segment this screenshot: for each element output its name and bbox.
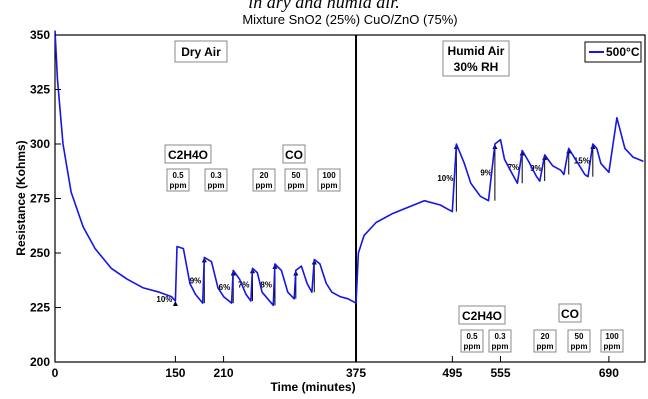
gas-label: CO	[285, 148, 303, 162]
x-tick-label: 555	[490, 366, 510, 380]
tick-layer: 200 225 250 275 300 325 350 0 150 210 375 495 555 690	[30, 28, 619, 380]
gas-label: C2H4O	[462, 309, 502, 323]
concentration-box	[284, 168, 308, 192]
response-percent-label: 10%	[156, 295, 172, 304]
concentration-value: 20	[260, 171, 269, 180]
concentration-unit: ppm	[604, 342, 621, 351]
concentration-box	[204, 168, 228, 192]
x-tick-label: 690	[599, 366, 619, 380]
response-percent-label: 9%	[190, 276, 202, 285]
concentration-box	[317, 168, 341, 192]
region-box-dry	[174, 40, 228, 63]
region-box-humid	[442, 40, 510, 77]
response-percent-label: 7%	[508, 163, 520, 172]
region-label-humid-rh: 30% RH	[454, 60, 499, 74]
response-percent-label: 9%	[530, 164, 542, 173]
gas-label-box	[282, 144, 306, 164]
gas-label: CO	[561, 307, 579, 321]
concentration-box	[252, 168, 276, 192]
concentration-value: 100	[605, 332, 619, 341]
y-tick-label: 300	[30, 137, 50, 151]
plot-frame	[54, 34, 646, 363]
x-tick-label: 375	[346, 366, 366, 380]
gas-label-box	[458, 305, 506, 325]
x-tick-label: 210	[214, 366, 234, 380]
legend-label: 500°C	[606, 45, 640, 59]
gas-label: C2H4O	[168, 148, 208, 162]
y-tick-label: 275	[30, 192, 50, 206]
concentration-value: 50	[575, 332, 584, 341]
series-line-500c	[54, 30, 644, 307]
response-percent-label: 10%	[437, 174, 453, 183]
x-axis-label: Time (minutes)	[270, 380, 355, 394]
response-percent-label: 15%	[574, 156, 590, 165]
concentration-value: 0.3	[494, 332, 506, 341]
region-label-humid: Humid Air	[448, 44, 505, 58]
concentration-box	[166, 168, 190, 192]
concentration-unit: ppm	[256, 181, 273, 190]
concentration-unit: ppm	[208, 181, 225, 190]
concentration-unit: ppm	[492, 342, 509, 351]
y-axis-label: Resistance (Kohms)	[14, 140, 28, 255]
y-tick-label: 250	[30, 246, 50, 260]
arrow-head	[172, 300, 178, 306]
concentration-value: 0.3	[210, 171, 222, 180]
region-label-dry: Dry Air	[181, 45, 221, 59]
concentration-unit: ppm	[464, 342, 481, 351]
concentration-value: 0.5	[466, 332, 478, 341]
concentration-unit: ppm	[170, 181, 187, 190]
chart-title: Mixture SnO2 (25%) CuO/ZnO (75%)	[242, 12, 457, 27]
concentration-unit: ppm	[537, 342, 554, 351]
concentration-box	[533, 329, 557, 353]
y-tick-label: 200	[30, 355, 50, 369]
concentration-unit: ppm	[288, 181, 305, 190]
data-layer	[54, 30, 644, 307]
y-tick-label: 225	[30, 301, 50, 315]
legend: 500°C	[584, 41, 642, 63]
y-tick-label: 325	[30, 83, 50, 97]
response-percent-label: 9%	[480, 168, 492, 177]
concentration-unit: ppm	[571, 342, 588, 351]
concentration-box	[567, 329, 591, 353]
legend-box	[584, 41, 642, 63]
concentration-box	[460, 329, 484, 353]
figure-caption: in dry and humid air.	[248, 0, 400, 12]
concentration-box	[600, 329, 624, 353]
concentration-value: 0.5	[172, 171, 184, 180]
y-tick-label: 350	[30, 28, 50, 42]
gas-label-box	[164, 144, 212, 164]
concentration-value: 100	[322, 171, 336, 180]
concentration-unit: ppm	[321, 181, 338, 190]
concentration-value: 50	[292, 171, 301, 180]
gas-label-box	[558, 303, 582, 323]
response-percent-label: 7%	[238, 281, 250, 290]
response-percent-label: 8%	[260, 281, 272, 290]
concentration-value: 20	[541, 332, 550, 341]
x-tick-label: 495	[442, 366, 462, 380]
x-tick-label: 0	[52, 366, 59, 380]
concentration-box	[488, 329, 512, 353]
x-tick-label: 150	[165, 366, 185, 380]
response-percent-label: 6%	[219, 283, 231, 292]
